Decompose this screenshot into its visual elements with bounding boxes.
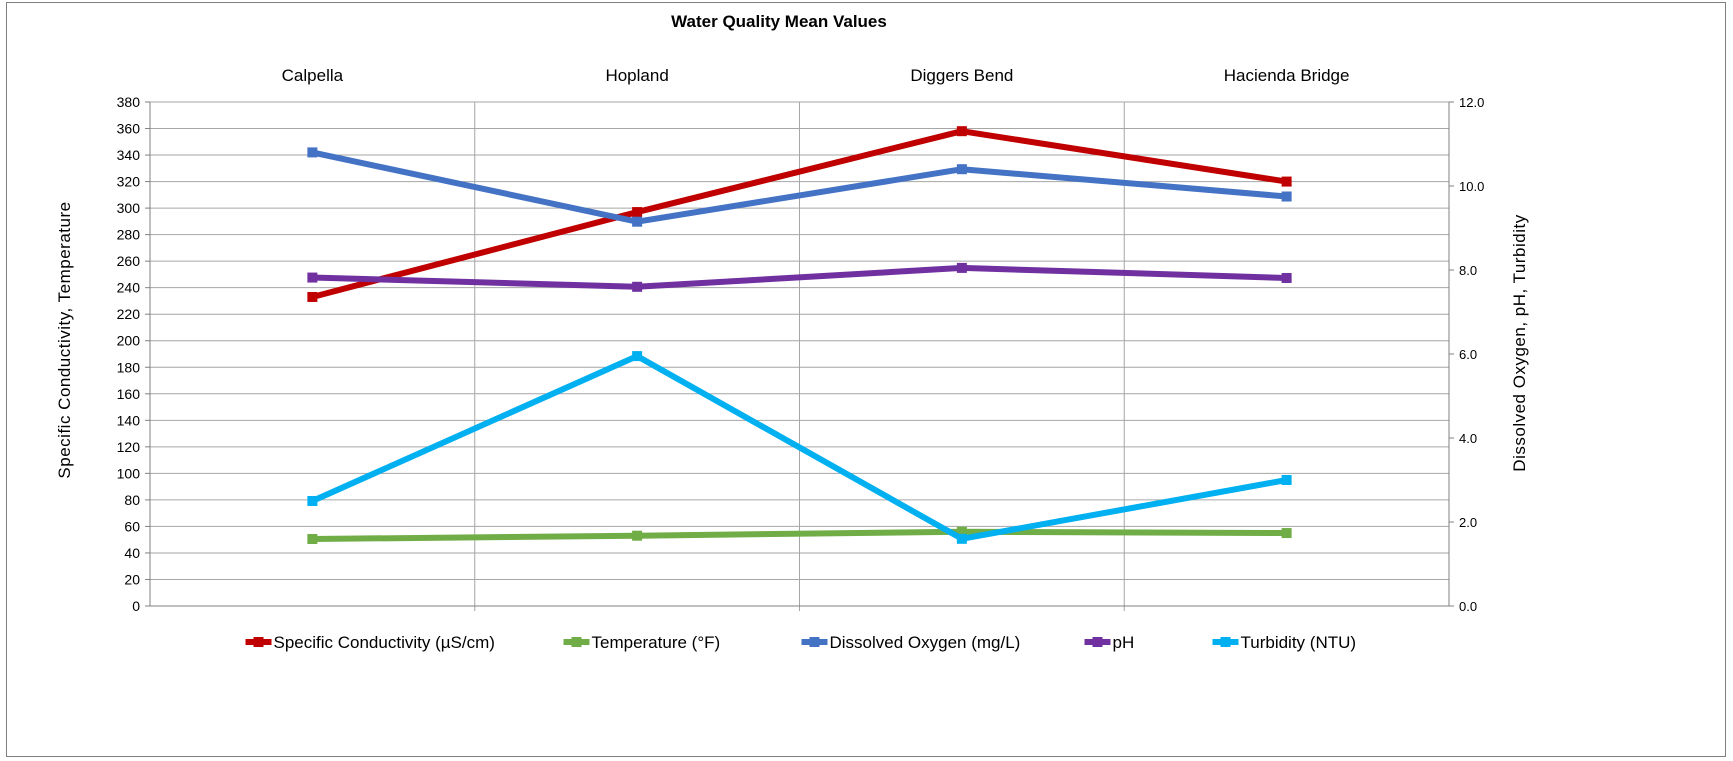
y-left-tick-label: 320 bbox=[117, 174, 141, 190]
series-line bbox=[311, 353, 1288, 542]
data-point-marker bbox=[1281, 191, 1292, 202]
legend-label: pH bbox=[1113, 633, 1135, 652]
category-label: Hopland bbox=[605, 66, 668, 85]
y-left-tick-label: 140 bbox=[117, 412, 141, 428]
series-line bbox=[311, 149, 1287, 225]
legend-item: Dissolved Oxygen (mg/L) bbox=[801, 633, 1021, 652]
y-left-tick-label: 360 bbox=[117, 121, 141, 137]
data-point-marker bbox=[1281, 528, 1292, 539]
legend-label: Turbidity (NTU) bbox=[1241, 633, 1357, 652]
legend-swatch-marker bbox=[1220, 637, 1231, 647]
y-left-tick-label: 280 bbox=[117, 227, 141, 243]
y-left-tick-label: 0 bbox=[132, 598, 140, 614]
legend-swatch-marker bbox=[809, 637, 820, 647]
legend-label: Dissolved Oxygen (mg/L) bbox=[830, 633, 1021, 652]
data-point-marker bbox=[307, 147, 318, 158]
data-point-marker bbox=[632, 530, 643, 541]
data-point-marker bbox=[307, 534, 318, 545]
series-turbidity-ntu bbox=[307, 351, 1292, 544]
y-left-tick-label: 40 bbox=[124, 545, 140, 561]
y-left-tick-label: 160 bbox=[117, 386, 141, 402]
y-left-tick-label: 60 bbox=[124, 518, 140, 534]
y-left-tick-label: 340 bbox=[117, 147, 141, 163]
data-point-marker bbox=[956, 164, 967, 175]
y-right-tick-label: 4.0 bbox=[1459, 431, 1477, 446]
data-point-marker bbox=[956, 262, 967, 273]
data-point-marker bbox=[632, 281, 643, 292]
y-left-tick-label: 240 bbox=[117, 280, 141, 296]
y-left-tick-label: 380 bbox=[117, 94, 141, 110]
data-point-marker bbox=[307, 496, 318, 506]
y-right-tick-label: 12.0 bbox=[1459, 95, 1484, 110]
category-label: Hacienda Bridge bbox=[1224, 66, 1350, 85]
data-point-marker bbox=[956, 533, 967, 544]
category-label: Calpella bbox=[282, 66, 344, 85]
y-right-tick-label: 0.0 bbox=[1459, 599, 1477, 614]
y-right-tick-label: 2.0 bbox=[1459, 515, 1477, 530]
data-point-marker bbox=[1281, 475, 1292, 485]
legend: Specific Conductivity (µS/cm) Temperature… bbox=[245, 633, 1357, 652]
series bbox=[307, 126, 1292, 545]
y-left-tick-label: 180 bbox=[117, 359, 141, 375]
y-left-tick-label: 120 bbox=[117, 439, 141, 455]
legend-swatch-marker bbox=[253, 637, 264, 647]
data-point-marker bbox=[632, 351, 643, 362]
data-point-marker bbox=[1281, 272, 1292, 283]
category-label: Diggers Bend bbox=[910, 66, 1013, 85]
data-point-marker bbox=[1281, 176, 1292, 187]
series-temperature-f bbox=[307, 526, 1292, 545]
legend-swatch-marker bbox=[1092, 637, 1103, 647]
y-left-tick-label: 200 bbox=[117, 333, 141, 349]
legend-label: Temperature (°F) bbox=[592, 633, 721, 652]
y-right-tick-label: 6.0 bbox=[1459, 347, 1477, 362]
legend-item: pH bbox=[1084, 633, 1135, 652]
category-labels: Calpella Hopland Diggers Bend Hacienda Brid… bbox=[282, 66, 1350, 85]
line-chart: Water Quality Mean Values 0 20 40 60 80 100 12… bbox=[55, 12, 1529, 652]
series-specific-conductivity-s-cm bbox=[307, 126, 1292, 302]
series-line bbox=[311, 128, 1288, 300]
legend-swatch-marker bbox=[571, 637, 582, 647]
y-left-tick-label: 80 bbox=[124, 492, 140, 508]
y-axis-right-title: Dissolved Oxygen, pH, Turbidity bbox=[1510, 214, 1529, 471]
y-left-tick-label: 100 bbox=[117, 465, 141, 481]
series-line bbox=[312, 264, 1287, 290]
data-point-marker bbox=[632, 207, 643, 218]
legend-item: Turbidity (NTU) bbox=[1212, 633, 1357, 652]
y-right-tick-label: 8.0 bbox=[1459, 263, 1477, 278]
chart-title: Water Quality Mean Values bbox=[671, 12, 887, 31]
gridlines bbox=[150, 101, 1449, 611]
series-dissolved-oxygen-mg-l bbox=[307, 147, 1292, 227]
y-left-tick-label: 300 bbox=[117, 200, 141, 216]
series-ph bbox=[307, 262, 1292, 292]
y-left-tick-label: 220 bbox=[117, 306, 141, 322]
data-point-marker bbox=[632, 216, 643, 227]
data-point-marker bbox=[956, 526, 967, 537]
y-left-tick-label: 260 bbox=[117, 253, 141, 269]
legend-label: Specific Conductivity (µS/cm) bbox=[274, 633, 495, 652]
legend-item: Temperature (°F) bbox=[563, 633, 721, 652]
axes: 0 20 40 60 80 100 120 140 160 180 200 220 240 260 280 3… bbox=[117, 94, 1485, 614]
data-point-marker bbox=[956, 126, 967, 137]
y-axis-left-title: Specific Conductivity, Temperature bbox=[55, 201, 74, 478]
data-point-marker bbox=[307, 272, 318, 283]
chart-frame: Water Quality Mean Values 0 20 40 60 80 100 12… bbox=[6, 2, 1726, 757]
y-left-tick-label: 20 bbox=[124, 571, 140, 587]
y-right-tick-label: 10.0 bbox=[1459, 179, 1484, 194]
series-line bbox=[312, 528, 1287, 543]
data-point-marker bbox=[307, 291, 318, 302]
legend-item: Specific Conductivity (µS/cm) bbox=[245, 633, 495, 652]
